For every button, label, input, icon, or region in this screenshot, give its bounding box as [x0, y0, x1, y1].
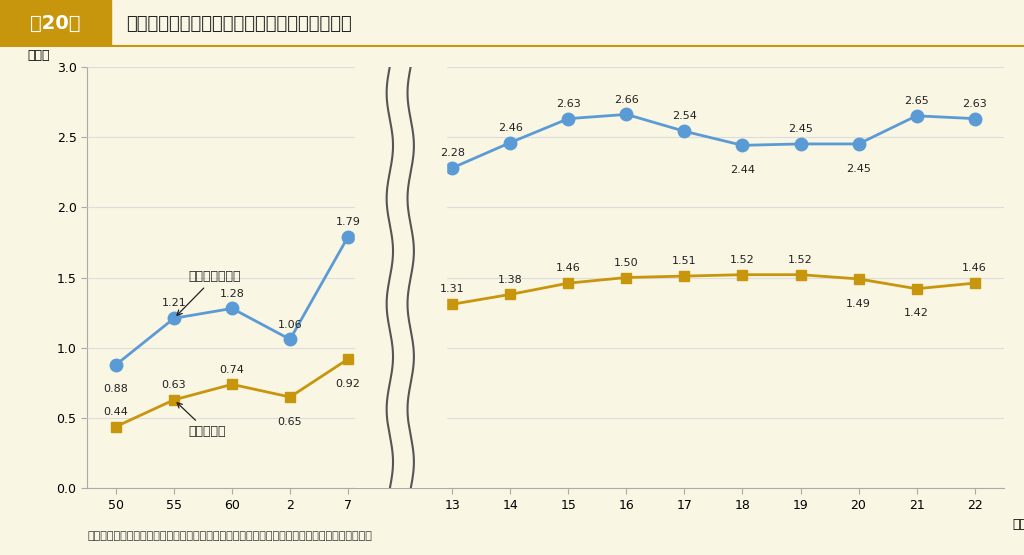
Text: 1.49: 1.49 [846, 299, 871, 309]
Text: 1.38: 1.38 [498, 275, 523, 285]
Text: 1.31: 1.31 [440, 284, 465, 294]
Text: 1.46: 1.46 [556, 263, 581, 273]
Text: 0.88: 0.88 [103, 385, 128, 395]
Bar [355, 53, 445, 502]
Text: 1.52: 1.52 [788, 255, 813, 265]
Text: （倍）: （倍） [28, 49, 50, 62]
Text: 0.65: 0.65 [278, 417, 302, 427]
Text: 2.45: 2.45 [788, 124, 813, 134]
Text: 1.28: 1.28 [219, 289, 245, 299]
Text: 2.44: 2.44 [730, 165, 755, 175]
Text: 2.65: 2.65 [904, 96, 929, 106]
Text: 0.74: 0.74 [219, 365, 245, 375]
Text: 2.45: 2.45 [846, 164, 871, 174]
Text: 1.51: 1.51 [672, 256, 696, 266]
Text: 2.66: 2.66 [614, 94, 639, 104]
Text: 対歳入総額: 対歳入総額 [177, 403, 226, 438]
Text: 1.46: 1.46 [963, 263, 987, 273]
Text: 0.92: 0.92 [336, 379, 360, 388]
Text: 1.79: 1.79 [336, 217, 360, 227]
Text: 対一般財源総額: 対一般財源総額 [177, 270, 241, 315]
Text: 2.63: 2.63 [556, 99, 581, 109]
Text: 0.63: 0.63 [162, 380, 186, 390]
Text: 1.50: 1.50 [614, 258, 639, 268]
Text: 2.46: 2.46 [498, 123, 523, 133]
Text: 1.06: 1.06 [278, 320, 302, 330]
Text: 2.28: 2.28 [440, 148, 465, 158]
Text: （注）　地方債現在高は、特定資金公共事業債及び特定資金公共投資事業債を除いた額である。: （注） 地方債現在高は、特定資金公共事業債及び特定資金公共投資事業債を除いた額で… [87, 531, 372, 541]
Text: 1.52: 1.52 [730, 255, 755, 265]
Text: 2.63: 2.63 [963, 99, 987, 109]
Text: （年度末）: （年度末） [1013, 518, 1024, 531]
Text: 第20図: 第20図 [30, 14, 81, 33]
Text: 地方債現在高の歳入総額等に対する割合の推移: 地方債現在高の歳入総額等に対する割合の推移 [126, 14, 351, 33]
Text: 1.21: 1.21 [162, 299, 186, 309]
Text: 0.44: 0.44 [103, 407, 128, 417]
Text: 2.54: 2.54 [672, 112, 697, 122]
Text: 1.42: 1.42 [904, 309, 929, 319]
Bar [0, 0, 111, 47]
